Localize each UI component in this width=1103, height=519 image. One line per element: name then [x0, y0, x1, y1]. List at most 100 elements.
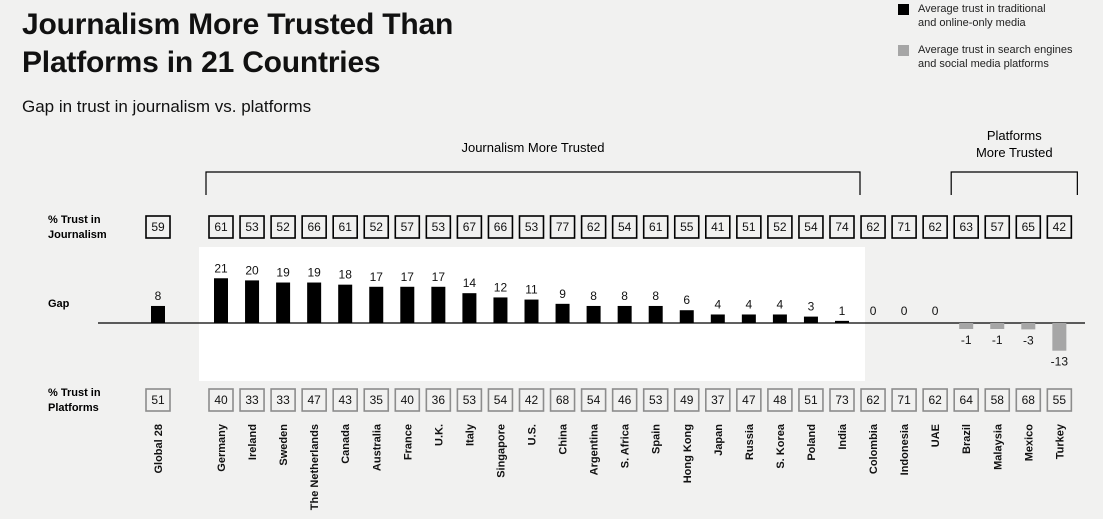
gap-bar-russia	[741, 314, 756, 323]
category-label-china: China	[558, 423, 570, 454]
category-label-ireland: Ireland	[247, 424, 259, 460]
platforms-box-u-k	[425, 388, 452, 412]
platforms-value-russia: 47	[742, 393, 756, 407]
gap-label-turkey: -13	[1051, 355, 1069, 369]
platforms-value-malaysia: 58	[991, 393, 1005, 407]
gap-label-the-netherlands: 19	[307, 266, 321, 280]
gap-bar-malaysia	[990, 323, 1005, 329]
gap-bar-s-korea	[772, 314, 787, 323]
platforms-box-argentina	[580, 388, 607, 412]
platforms-box-canada	[332, 388, 359, 412]
journalism-value-singapore: 66	[494, 220, 508, 234]
journalism-value-brazil: 63	[960, 220, 974, 234]
journalism-box-malaysia	[984, 215, 1011, 239]
category-label-malaysia: Malaysia	[992, 423, 1004, 470]
gap-bar-sweden	[276, 282, 291, 323]
row-label-journalism-1: % Trust in	[48, 214, 101, 226]
gap-bar-u-s	[524, 299, 539, 323]
bracket-platforms-more-trusted	[950, 171, 1078, 195]
journalism-box-s-korea	[767, 215, 793, 239]
journalism-value-spain: 61	[649, 220, 663, 234]
platforms-box-mexico	[1015, 388, 1042, 412]
journalism-value-china: 77	[556, 220, 570, 234]
platforms-box-japan	[704, 388, 731, 412]
journalism-box-hong-kong	[673, 215, 700, 239]
gap-bar-the-netherlands	[307, 282, 322, 323]
platforms-value-colombia: 62	[866, 393, 880, 407]
gap-label-indonesia: 0	[901, 304, 908, 318]
journalism-value-colombia: 62	[866, 220, 880, 234]
legend-swatch-journalism	[898, 4, 909, 15]
platforms-value-germany: 40	[214, 393, 228, 407]
journalism-box-the-netherlands	[301, 215, 327, 239]
platforms-box-ireland	[239, 388, 265, 412]
journalism-value-s-korea: 52	[773, 220, 787, 234]
journalism-box-brazil	[953, 215, 980, 239]
platforms-box-the-netherlands	[301, 388, 327, 412]
row-label-journalism-2: Journalism	[48, 229, 107, 241]
platforms-value-brazil: 64	[960, 393, 974, 407]
journalism-box-indonesia	[891, 215, 917, 239]
category-label-indonesia: Indonesia	[899, 423, 911, 475]
category-label-india: India	[837, 423, 849, 450]
platforms-value-global-28: 51	[151, 393, 165, 407]
gap-bar-s-africa	[617, 305, 632, 323]
chart-subtitle: Gap in trust in journalism vs. platforms	[22, 97, 312, 116]
platforms-value-argentina: 54	[587, 393, 601, 407]
journalism-box-colombia	[860, 215, 886, 239]
gap-label-ireland: 20	[245, 263, 259, 277]
gap-label-u-k: 17	[432, 270, 446, 284]
platforms-box-russia	[736, 388, 762, 412]
journalism-value-u-s: 53	[525, 220, 539, 234]
platforms-value-u-k: 36	[432, 393, 446, 407]
journalism-value-india: 74	[835, 220, 849, 234]
platforms-box-singapore	[487, 388, 514, 412]
bracket-journalism-more-trusted	[205, 171, 861, 195]
platforms-value-mexico: 68	[1022, 393, 1036, 407]
chart-title: Journalism More Trusted Than Platforms i…	[22, 6, 453, 82]
category-label-uae: UAE	[930, 424, 942, 447]
platforms-box-sweden	[270, 388, 296, 412]
chart-title-line-1: Journalism More Trusted Than	[22, 8, 454, 41]
journalism-box-s-africa	[611, 215, 638, 239]
category-label-turkey: Turkey	[1054, 423, 1066, 459]
platforms-box-italy	[456, 388, 483, 412]
gap-label-germany: 21	[214, 261, 228, 275]
platforms-value-turkey: 55	[1053, 393, 1067, 407]
group-label-journalism-more-trusted: Journalism More Trusted	[461, 140, 604, 155]
category-label-s-africa: S. Africa	[620, 423, 632, 468]
platforms-value-singapore: 54	[494, 393, 508, 407]
platforms-box-turkey	[1046, 388, 1073, 412]
gap-label-canada: 18	[339, 268, 353, 282]
journalism-value-russia: 51	[742, 220, 756, 234]
journalism-value-japan: 41	[711, 220, 725, 234]
gap-label-france: 17	[401, 270, 415, 284]
platforms-box-india	[829, 388, 855, 412]
category-label-brazil: Brazil	[961, 424, 973, 454]
row-label-platforms-1: % Trust in	[48, 387, 101, 399]
platforms-value-indonesia: 71	[897, 393, 911, 407]
platforms-box-germany	[208, 388, 234, 412]
journalism-value-global-28: 59	[151, 220, 165, 234]
platforms-value-india: 73	[835, 393, 849, 407]
gap-label-global-28: 8	[155, 289, 162, 303]
journalism-box-argentina	[580, 215, 607, 239]
category-label-canada: Canada	[340, 423, 352, 464]
category-label-italy: Italy	[464, 423, 476, 446]
gap-label-hong-kong: 6	[683, 293, 690, 307]
gap-label-poland: 3	[808, 300, 815, 314]
journalism-value-the-netherlands: 66	[307, 220, 321, 234]
journalism-value-u-k: 53	[432, 220, 446, 234]
journalism-value-argentina: 62	[587, 220, 601, 234]
platforms-box-poland	[798, 388, 824, 412]
gap-bar-canada	[338, 284, 353, 323]
gap-bar-hong-kong	[679, 310, 694, 323]
category-label-japan: Japan	[713, 424, 725, 456]
journalism-box-china	[549, 215, 576, 239]
journalism-box-russia	[736, 215, 762, 239]
journalism-box-france	[394, 215, 421, 239]
gap-label-s-africa: 8	[621, 289, 628, 303]
journalism-value-indonesia: 71	[897, 220, 911, 234]
journalism-box-italy	[456, 215, 483, 239]
platforms-box-australia	[363, 388, 390, 412]
